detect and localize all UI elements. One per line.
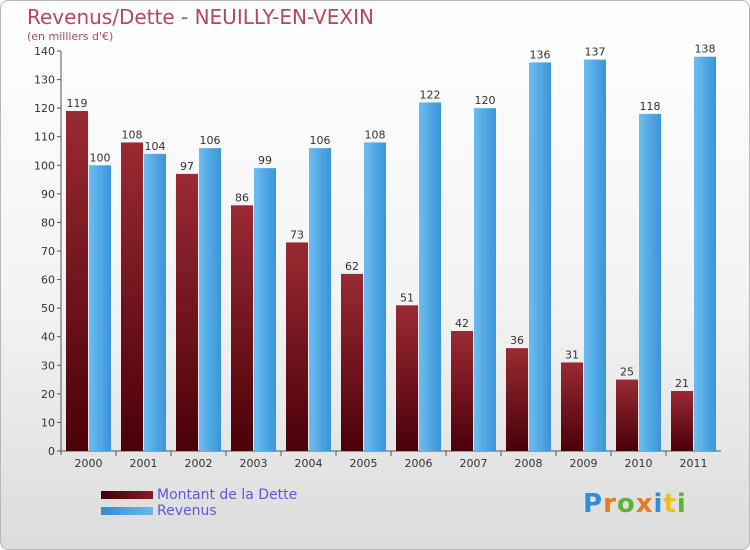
axes: 0 10 20 30 40 50 60 70 80 90 100 110 120 130 140 2000 20… xyxy=(34,45,721,470)
bar-revenue xyxy=(419,102,441,451)
logo-letter: P xyxy=(583,489,604,519)
legend-swatch-revenue xyxy=(101,507,153,515)
x-tick-label: 2001 xyxy=(130,457,158,470)
legend-label-debt: Montant de la Dette xyxy=(157,487,298,503)
data-label-debt: 51 xyxy=(400,291,414,304)
x-tick-label: 2000 xyxy=(75,457,103,470)
bar-debt xyxy=(66,111,88,451)
data-label-debt: 86 xyxy=(235,191,249,204)
data-label-revenue: 137 xyxy=(585,46,606,59)
bar-revenue xyxy=(584,59,606,451)
data-label-revenue: 99 xyxy=(258,154,272,167)
bar-debt xyxy=(121,142,143,451)
data-label-revenue: 106 xyxy=(310,134,331,147)
bar-debt xyxy=(341,273,363,451)
bar-revenue xyxy=(694,56,716,451)
x-tick-label: 2006 xyxy=(405,457,433,470)
bar-revenue xyxy=(529,62,551,452)
data-label-revenue: 120 xyxy=(475,94,496,107)
bar-revenue xyxy=(144,153,166,451)
legend-swatch-debt xyxy=(101,491,153,499)
x-tick-label: 2009 xyxy=(570,457,598,470)
bar-debt xyxy=(396,305,418,451)
bar-debt xyxy=(616,379,638,451)
data-label-debt: 21 xyxy=(675,377,689,390)
bar-revenue xyxy=(309,148,331,451)
legend: Montant de la Dette Revenus xyxy=(101,487,297,519)
logo-letter: t xyxy=(663,489,677,519)
data-label-debt: 119 xyxy=(67,97,88,110)
bars xyxy=(66,56,716,452)
bar-revenue xyxy=(199,148,221,451)
y-tick-label: 10 xyxy=(41,416,55,429)
bar-debt xyxy=(231,205,253,451)
y-tick-label: 80 xyxy=(41,216,55,229)
y-tick-label: 100 xyxy=(34,159,55,172)
data-label-revenue: 106 xyxy=(200,134,221,147)
data-label-revenue: 118 xyxy=(640,100,661,113)
data-label-revenue: 108 xyxy=(365,128,386,141)
data-label-revenue: 136 xyxy=(530,48,551,61)
data-label-revenue: 104 xyxy=(145,140,166,153)
y-tick-label: 20 xyxy=(41,388,55,401)
x-tick-label: 2007 xyxy=(460,457,488,470)
x-tick-label: 2011 xyxy=(680,457,708,470)
data-label-debt: 36 xyxy=(510,334,524,347)
data-labels: 119 108 97 86 73 62 51 42 36 31 25 21 100 104 106 99 106… xyxy=(67,43,716,390)
chart-title: Revenus/Dette - NEUILLY-EN-VEXIN xyxy=(27,5,374,29)
logo-letter: o xyxy=(616,489,636,519)
y-tick-label: 30 xyxy=(41,359,55,372)
y-tick-label: 130 xyxy=(34,74,55,87)
data-label-revenue: 138 xyxy=(695,43,716,56)
x-tick-label: 2008 xyxy=(515,457,543,470)
bar-revenue xyxy=(474,108,496,452)
bar-revenue xyxy=(364,142,386,451)
data-label-debt: 62 xyxy=(345,260,359,273)
bar-debt xyxy=(671,391,693,451)
data-label-revenue: 100 xyxy=(90,151,111,164)
proxiti-logo: Proxiti xyxy=(583,489,687,519)
x-tick-label: 2003 xyxy=(240,457,268,470)
data-label-debt: 97 xyxy=(180,160,194,173)
x-tick-label: 2005 xyxy=(350,457,378,470)
y-tick-label: 140 xyxy=(34,45,55,58)
y-tick-label: 110 xyxy=(34,131,55,144)
bar-debt xyxy=(451,331,473,451)
logo-letter: r xyxy=(603,489,617,519)
logo-letter: i xyxy=(653,489,664,519)
legend-label-revenue: Revenus xyxy=(157,503,217,519)
bar-revenue xyxy=(639,113,661,451)
data-label-debt: 108 xyxy=(122,128,143,141)
bar-debt xyxy=(286,242,308,451)
y-tick-label: 70 xyxy=(41,245,55,258)
y-tick-label: 0 xyxy=(48,445,55,458)
legend-item-debt: Montant de la Dette xyxy=(101,487,297,503)
logo-letter: i xyxy=(676,489,687,519)
y-tick-label: 40 xyxy=(41,331,55,344)
y-tick-label: 50 xyxy=(41,302,55,315)
bar-debt xyxy=(561,362,583,451)
x-tick-label: 2010 xyxy=(625,457,653,470)
x-tick-label: 2004 xyxy=(295,457,323,470)
bar-revenue xyxy=(254,168,276,451)
data-label-debt: 31 xyxy=(565,348,579,361)
legend-item-revenue: Revenus xyxy=(101,503,297,519)
y-tick-label: 90 xyxy=(41,188,55,201)
bar-debt xyxy=(506,348,528,451)
logo-letter: x xyxy=(635,489,654,519)
bar-debt xyxy=(176,173,198,451)
data-label-debt: 73 xyxy=(290,228,304,241)
x-tick-label: 2002 xyxy=(185,457,213,470)
y-tick-label: 120 xyxy=(34,102,55,115)
data-label-revenue: 122 xyxy=(420,88,441,101)
chart-subtitle: (en milliers d'€) xyxy=(27,30,114,43)
y-tick-label: 60 xyxy=(41,274,55,287)
data-label-debt: 25 xyxy=(620,366,634,379)
bar-revenue xyxy=(89,165,111,452)
data-label-debt: 42 xyxy=(455,317,469,330)
